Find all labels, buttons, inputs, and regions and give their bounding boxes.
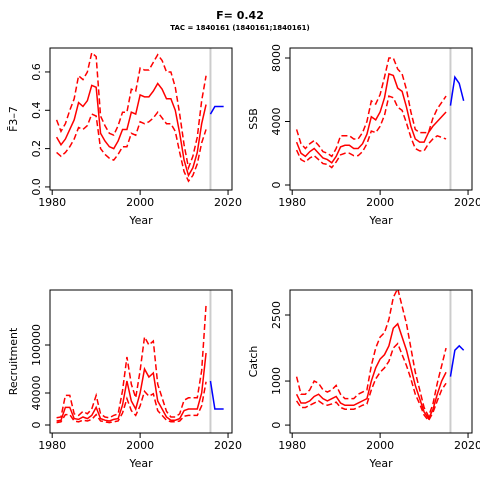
x-tick-label: 1980 (38, 439, 66, 452)
x-tick-label: 2020 (214, 196, 242, 209)
x-tick-label: 1980 (38, 196, 66, 209)
y-tick-label: 0.0 (30, 178, 43, 196)
x-axis-label: Year (128, 457, 153, 470)
y-tick-label: 100000 (30, 324, 43, 366)
y-axis-label: SSB (247, 108, 260, 130)
interval-line (56, 381, 207, 424)
median-line (55, 82, 207, 178)
x-tick-label: 2000 (126, 439, 154, 452)
chart-subtitle: TAC = 1840161 (1840161;1840161) (170, 24, 309, 32)
plot-box (289, 289, 473, 434)
y-axis-label: Recruitment (7, 327, 20, 395)
median-line (449, 75, 465, 106)
x-tick-label: 2020 (454, 439, 480, 452)
plot-box (289, 47, 473, 191)
x-axis-label: Year (128, 214, 153, 227)
plot-box (49, 47, 233, 191)
y-axis-label: F̄3–7 (7, 106, 20, 132)
chart-title: F= 0.42 (216, 9, 264, 22)
y-tick-label: 40000 (30, 376, 43, 411)
interval-line (295, 95, 447, 169)
y-tick-label: 2500 (270, 301, 283, 329)
plot-area (56, 290, 224, 433)
y-tick-label: 1000 (270, 367, 283, 395)
x-axis-label: Year (368, 457, 393, 470)
x-tick-label: 2020 (454, 196, 480, 209)
median-line (449, 344, 465, 377)
y-axis-label: Catch (247, 346, 260, 378)
median-line (56, 352, 207, 422)
interval-line (56, 304, 207, 419)
x-tick-label: 2020 (214, 439, 242, 452)
y-tick-label: 0.2 (30, 140, 43, 158)
y-tick-label: 0.4 (30, 102, 43, 120)
interval-line (295, 342, 447, 423)
y-tick-label: 4000 (270, 108, 283, 136)
y-tick-label: 0.6 (30, 63, 43, 81)
y-tick-label: 0 (270, 181, 283, 188)
plot-box (49, 289, 233, 434)
median-line (295, 72, 447, 164)
x-tick-label: 2000 (366, 196, 394, 209)
plot-area (295, 48, 465, 190)
y-tick-label: 0 (270, 422, 283, 429)
median-line (295, 322, 447, 420)
x-tick-label: 1980 (278, 439, 306, 452)
x-tick-label: 2000 (126, 196, 154, 209)
interval-line (55, 51, 207, 171)
median-line (209, 105, 224, 115)
y-tick-label: 0 (30, 422, 43, 429)
interval-line (295, 57, 447, 158)
x-tick-label: 2000 (366, 439, 394, 452)
median-line (209, 380, 224, 410)
interval-line (56, 110, 207, 183)
y-tick-label: 8000 (270, 44, 283, 72)
plot-area (55, 48, 224, 190)
x-axis-label: Year (368, 214, 393, 227)
plot-area (295, 290, 465, 433)
x-tick-label: 1980 (278, 196, 306, 209)
interval-line (295, 290, 447, 419)
